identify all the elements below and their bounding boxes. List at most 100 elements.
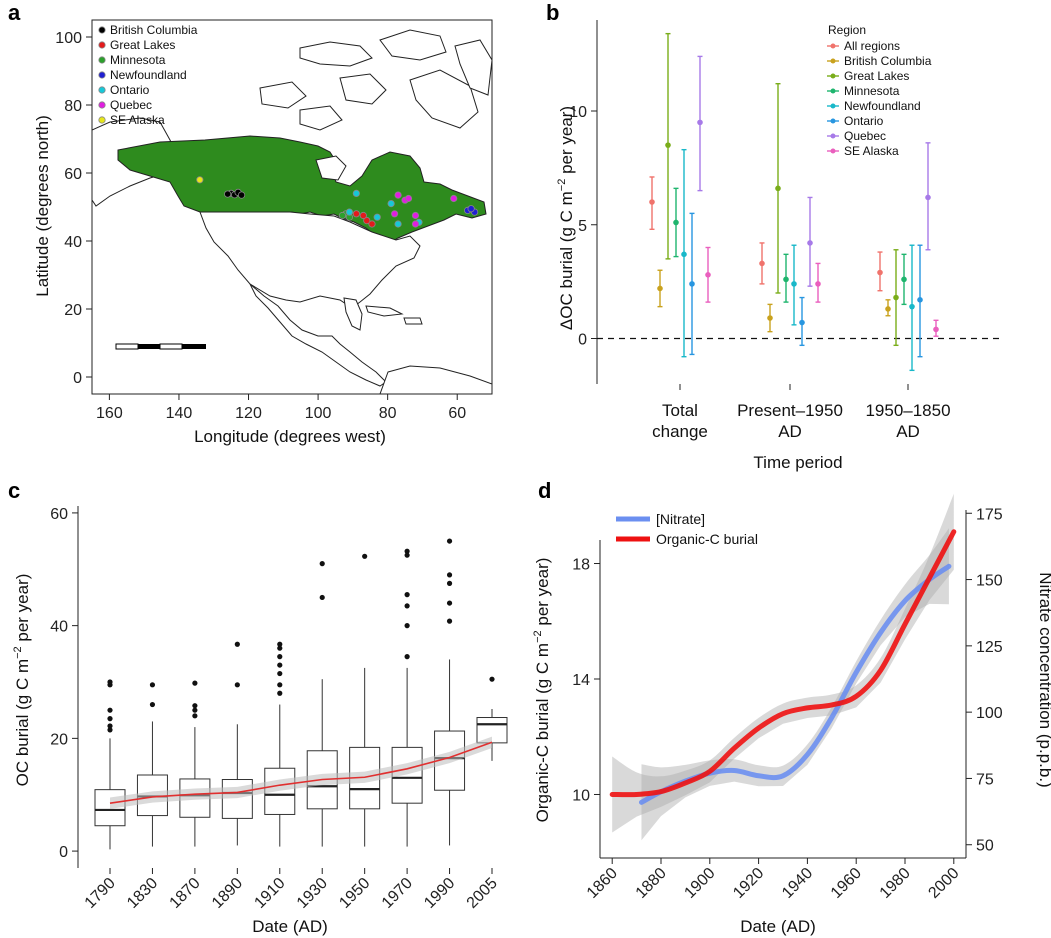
panel-b: b 0 5 10 Total change Present–1950 AD 1950–1850… [546,0,1000,472]
site-point [394,191,402,199]
trend-line-path [109,741,493,804]
legend-title: Region [828,23,866,37]
mean-point [885,306,891,312]
legend-marker [98,101,106,109]
legend-label: Ontario [110,83,150,97]
x-tick-label-c: 1910 [251,875,288,912]
legend-label: British Columbia [110,23,198,37]
panel-letter-d: d [538,478,551,503]
outlier-point [277,654,283,660]
outlier-point [277,690,283,696]
x-tick-label-d: 1940 [779,865,816,902]
legend-label: Minnesota [110,53,166,67]
x-tick-label-d: 2000 [925,865,962,902]
mean-point [901,276,907,283]
outlier-point [277,670,283,677]
legend-d: [Nitrate] Organic-C burial [616,511,758,547]
trend-line [109,736,493,809]
x-tick-label-d: 1980 [877,865,914,902]
mean-point [673,219,679,226]
x-tick-label-c: 1970 [379,875,416,912]
mean-point [665,142,671,148]
x-tick-label-c: 1990 [421,875,458,912]
mean-point [799,319,805,326]
legend-label: Quebec [110,98,152,112]
error-bars [649,32,939,372]
x-axis-label-d: Date (AD) [740,917,816,936]
y-axis-label-a: Latitude (degrees north) [33,115,52,296]
mean-point [877,269,883,276]
legend-marker [830,88,836,94]
site-point [391,210,399,218]
trend-confidence-band [110,736,492,809]
x-axis-label-c: Date (AD) [252,917,328,936]
legend-marker [830,118,836,124]
x-tick-label-a: 100 [305,405,332,422]
outlier-point [404,552,410,558]
site-point [373,213,381,221]
x-axis-label-a: Longitude (degrees west) [194,427,386,446]
mean-point [657,285,663,292]
outlier-point [234,641,240,647]
mean-point [791,281,797,287]
site-point [352,210,360,218]
outlier-point [446,600,453,606]
axes-c: 0 20 40 60 1790 1830 1870 1890 1910 1930 1950 1970 1… [50,506,501,912]
site-point [224,190,232,198]
mean-point [681,251,687,258]
y-tick-label-d: 10 [572,787,590,804]
outlier-point [277,645,283,651]
y2-tick-label-d: 50 [976,838,994,855]
legend-label: SE Alaska [110,113,165,127]
boxplots [94,538,508,850]
mean-point [909,303,915,310]
x-tick-label-c: 2005 [464,875,501,912]
outlier-point [192,703,198,709]
site-point [237,191,246,199]
outlier-point [192,713,198,719]
panel-a: a [8,0,493,446]
x-tick-label-c: 1930 [294,875,331,912]
legend-label: Organic-C burial [656,531,758,547]
mean-point [775,185,781,192]
x-tick-label-d: 1960 [828,865,865,902]
legend-marker [98,56,106,64]
outlier-point [404,592,410,598]
legend-marker [830,148,836,154]
legend-label: SE Alaska [844,144,899,158]
outlier-point [107,727,113,733]
outlier-point [404,548,410,554]
x-tick-label-b: Present–1950 [737,401,843,420]
mean-point [815,281,821,287]
outlier-point [446,618,453,624]
panel-d: d 10 14 18 50 75 100 125 150 175 1860 1880 1900 1920… [532,478,1051,936]
x-tick-label-c: 1950 [336,875,373,912]
outlier-point [277,641,283,647]
x-tick-label-c: 1870 [167,875,204,912]
site-point [411,211,420,220]
outlier-point [149,682,156,688]
legend-marker [830,43,836,49]
outlier-point [404,654,410,660]
y-tick-label-c: 0 [59,844,68,861]
legend-label: Quebec [844,129,886,143]
y-tick-label-d: 18 [572,557,590,574]
legend-label: Minnesota [844,84,900,98]
outlier-point [277,682,283,688]
y-axis-label-c: OC burial (g C m−2 per year) [12,574,32,787]
x-tick-label-b: Total [662,401,698,420]
outlier-point [107,716,113,722]
x-tick-label-c: 1830 [124,875,161,912]
axes-b: 0 5 10 Total change Present–1950 AD 1950–1850 AD [569,20,1000,441]
legend-label: Great Lakes [844,69,909,83]
site-point [345,208,353,216]
mean-point [925,194,931,201]
x-tick-label-d: 1880 [633,865,670,902]
box [94,789,126,827]
site-point [467,205,475,213]
outlier-point [277,662,283,668]
y-tick-label-d: 14 [572,672,590,689]
